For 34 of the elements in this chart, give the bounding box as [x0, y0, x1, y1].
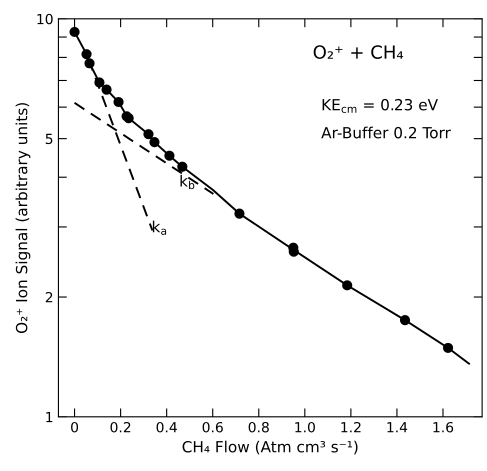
- point: [94, 77, 105, 88]
- point: [84, 58, 95, 68]
- x-tick-label: 0.8: [248, 422, 269, 432]
- annotation: k$_{b}$: [180, 174, 194, 190]
- point: [101, 84, 112, 95]
- point: [149, 137, 160, 148]
- x-axis-title: CH₄ Flow (Atm cm³ s⁻¹): [182, 440, 358, 454]
- y-tick-label: 10: [37, 14, 53, 24]
- x-tick-label: 1.4: [387, 422, 408, 432]
- annotation: Ar-Buffer 0.2 Torr: [321, 126, 451, 138]
- point: [143, 129, 154, 140]
- point: [234, 208, 245, 219]
- point: [442, 342, 454, 353]
- y-tick-label: 1: [46, 412, 52, 422]
- y-axis-title: O₂⁺ Ion Signal (arbitrary units): [16, 103, 30, 334]
- x-tick-label: 0.2: [110, 422, 130, 432]
- y-tick-label: 5: [46, 134, 52, 144]
- y-tick-label: 2: [46, 292, 52, 302]
- annotation: KE$_{cm}$ = 0.23 eV: [322, 98, 438, 113]
- point: [400, 315, 410, 326]
- x-tick-label: 1.2: [341, 422, 361, 432]
- point: [113, 96, 124, 108]
- annotation: k$_{a}$: [152, 220, 166, 235]
- x-tick-label: 0: [71, 422, 78, 432]
- x-tick-label: 1.0: [295, 422, 315, 432]
- x-tick-label: 1.6: [433, 422, 454, 432]
- point: [164, 150, 175, 161]
- point: [177, 162, 188, 172]
- x-tick-label: 0.6: [202, 422, 223, 432]
- x-tick-label: 0.4: [156, 422, 177, 432]
- point: [342, 280, 352, 290]
- annotation: O₂⁺ + CH₄: [314, 45, 404, 59]
- point: [81, 49, 92, 60]
- point: [69, 26, 80, 38]
